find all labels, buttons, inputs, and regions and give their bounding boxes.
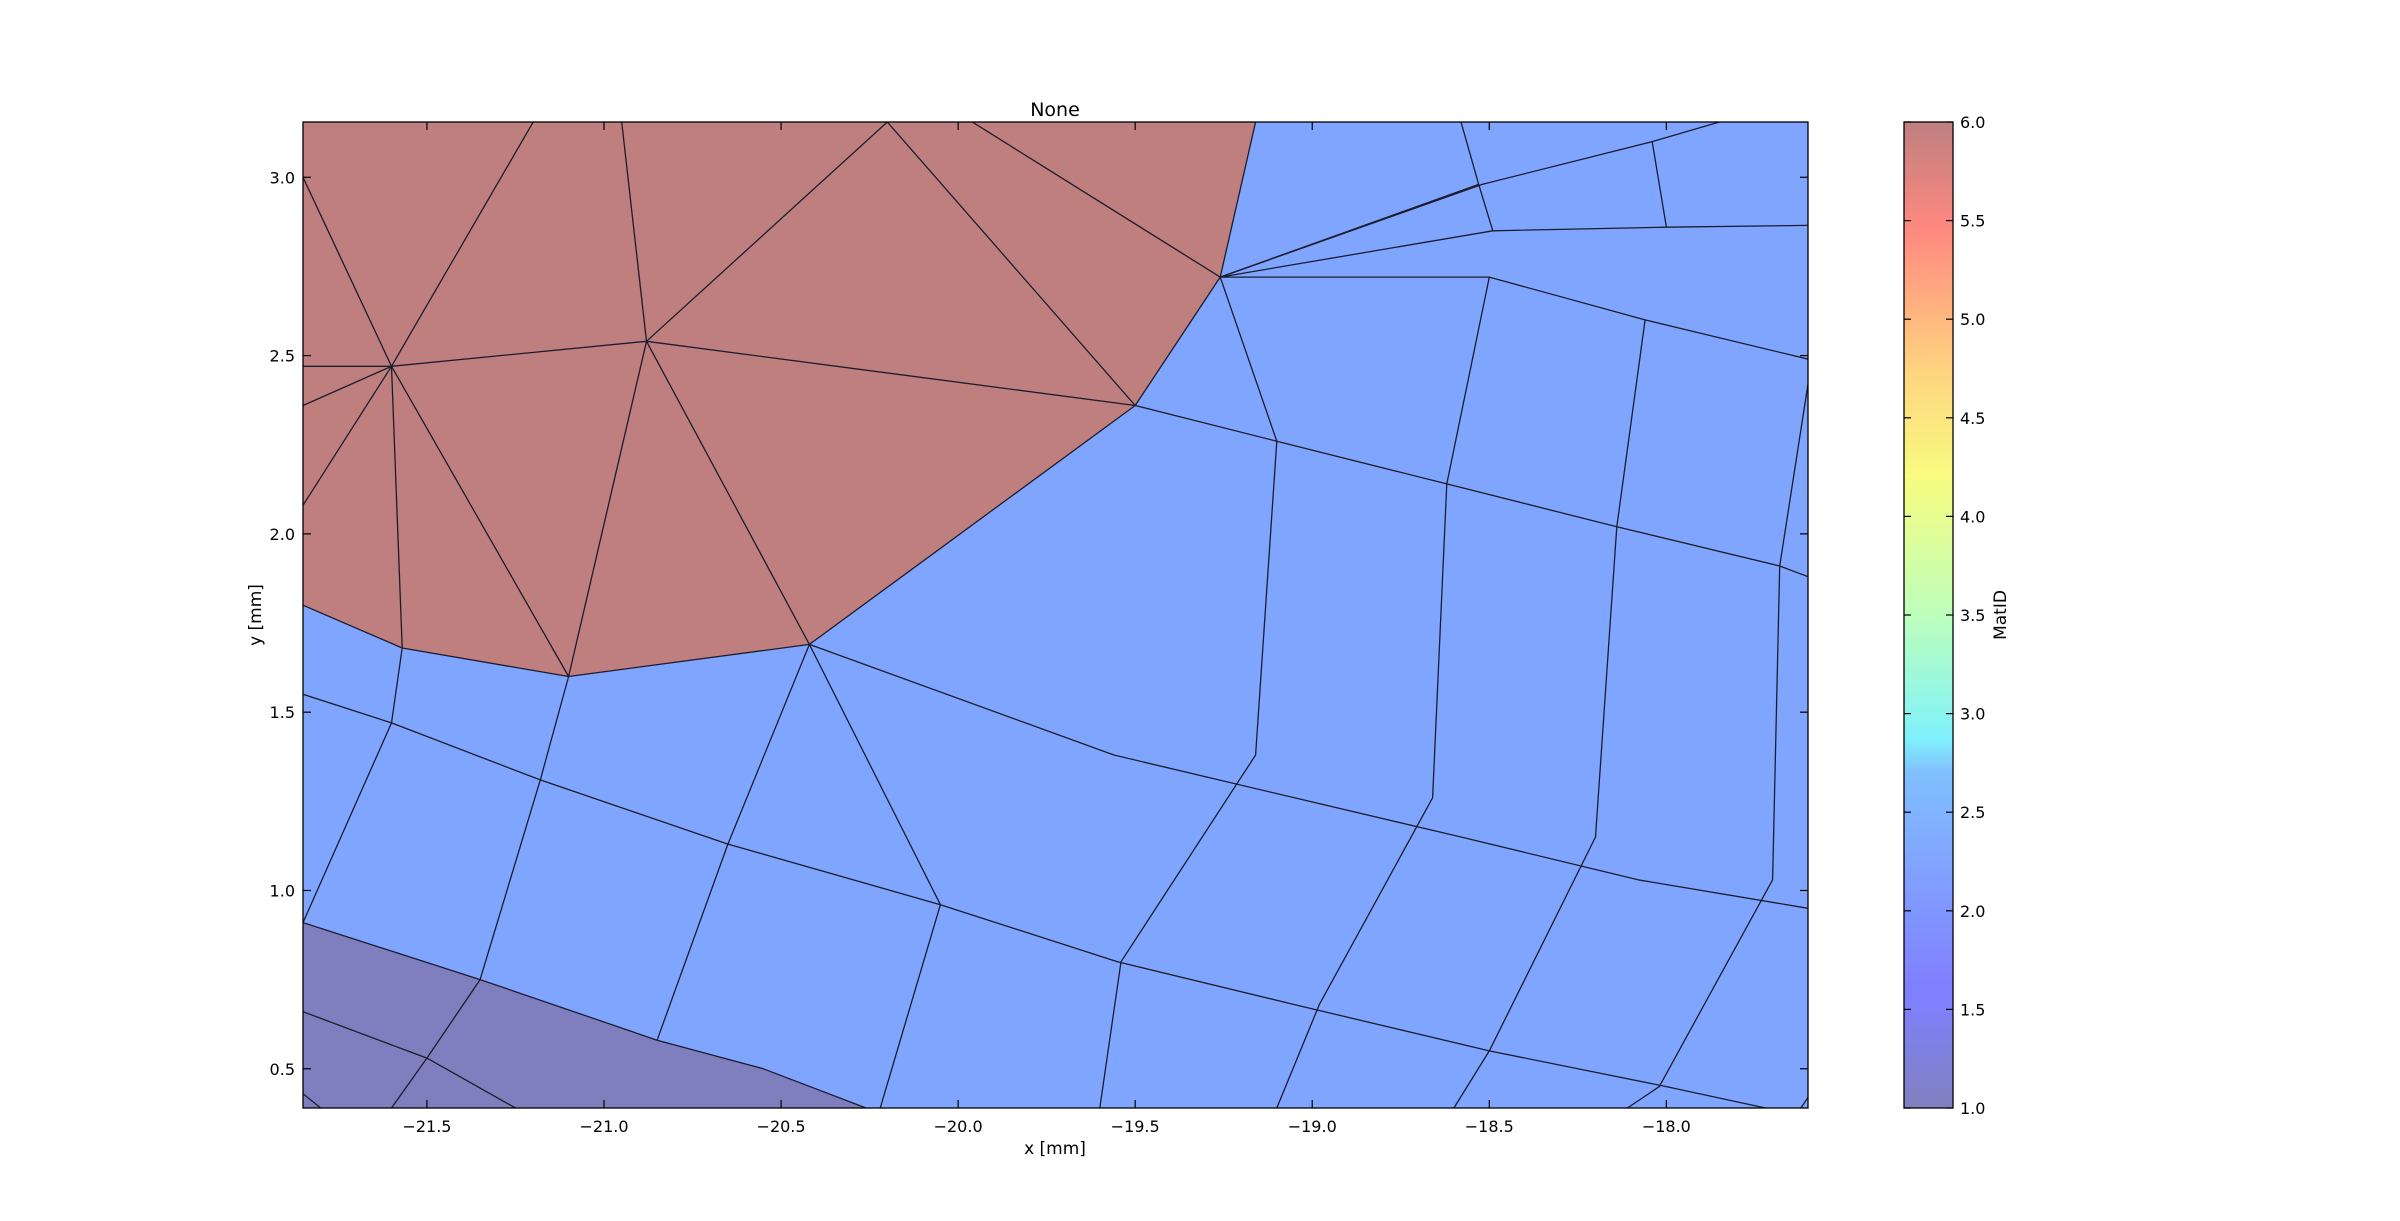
x-tick-label: −21.0 [579,1117,628,1136]
colorbar-tick-label: 3.5 [1960,606,1985,625]
colorbar-tick-label: 1.0 [1960,1099,1985,1118]
mesh-edge-8 [1220,224,1808,278]
plot-regions [303,122,1808,1108]
mesh-edge-1 [303,693,1766,1108]
mesh-edge-5 [809,643,1808,909]
chart-title: None [1030,99,1080,121]
colorbar-tick-label: 5.5 [1960,212,1985,231]
colorbar-label: MatID [1991,590,2011,640]
mesh-edge-12 [1276,276,1490,1108]
material-region-1-2 [303,922,866,1108]
x-axis-label: x [mm] [1024,1139,1086,1159]
colorbar-tick-label: 2.0 [1960,902,1985,921]
x-tick-label: −18.0 [1642,1117,1691,1136]
mesh-edge-30 [971,122,1221,278]
mesh-edge-26 [303,122,534,506]
x-tick-label: −20.0 [934,1117,983,1136]
colorbar-gradient [1904,122,1953,1108]
mesh-edge-11 [1099,276,1278,1108]
colorbar-tick-label: 1.5 [1960,1000,1985,1019]
mesh-edge-16 [1627,565,1781,1108]
mesh-edge-6 [1135,404,1808,578]
colorbar-tick-label: 2.5 [1960,803,1985,822]
y-ticks: 0.5 1.0 1.5 2.0 2.5 3.0 [270,168,1808,1079]
x-tick-label: −19.0 [1288,1117,1337,1136]
mesh-edge-29 [646,122,1136,406]
y-axis-label: y [mm] [246,584,266,646]
mesh-edge-21 [390,676,570,1108]
y-tick-label: 1.5 [270,703,295,722]
y-tick-label: 1.0 [270,881,295,900]
colorbar-ticks: 1.0 1.5 2.0 2.5 3.0 3.5 4.0 4.5 5.0 5.5 6.0 [1904,113,1985,1118]
material-region-6-1 [303,122,1256,677]
colorbar: 1.0 1.5 2.0 2.5 3.0 3.5 4.0 4.5 5.0 5.5 6.0 MatID [1903,113,2011,1118]
colorbar-tick-label: 4.0 [1960,507,1985,526]
mesh-edge-20 [656,644,811,1041]
mesh-edge-15 [1453,319,1646,1108]
x-tick-label: −21.5 [402,1117,451,1136]
x-ticks: −21.5 −21.0 −20.5 −20.0 −19.5 −19.0 −18.5 −18.0 [402,122,1691,1136]
mesh-edge-7 [1220,276,1808,360]
mesh-edge-10 [1219,183,1479,278]
mesh-edge-28 [645,340,810,645]
axes-frame [302,121,1809,1109]
mesh-edge-18 [1800,1096,1808,1108]
x-tick-label: −19.5 [1111,1117,1160,1136]
x-tick-label: −20.5 [757,1117,806,1136]
colorbar-tick-label: 5.0 [1960,310,1985,329]
colorbar-tick-label: 6.0 [1960,113,1985,132]
y-tick-label: 0.5 [270,1060,295,1079]
y-tick-label: 2.5 [270,347,295,366]
mesh-lines [303,122,1808,1108]
colorbar-tick-label: 4.5 [1960,409,1985,428]
mesh-edge-4 [303,1093,322,1108]
mesh-edge-22 [303,647,403,923]
mesh-edge-24 [303,340,1136,407]
y-tick-label: 2.0 [270,525,295,544]
mesh-edge-17 [1779,384,1808,567]
mesh-edge-14 [1651,141,1668,228]
mesh-edge-13 [1460,122,1494,231]
y-tick-label: 3.0 [270,168,295,187]
colorbar-tick-label: 3.0 [1960,705,1985,724]
x-tick-label: −18.5 [1465,1117,1514,1136]
mesh-edge-19 [808,644,942,1108]
